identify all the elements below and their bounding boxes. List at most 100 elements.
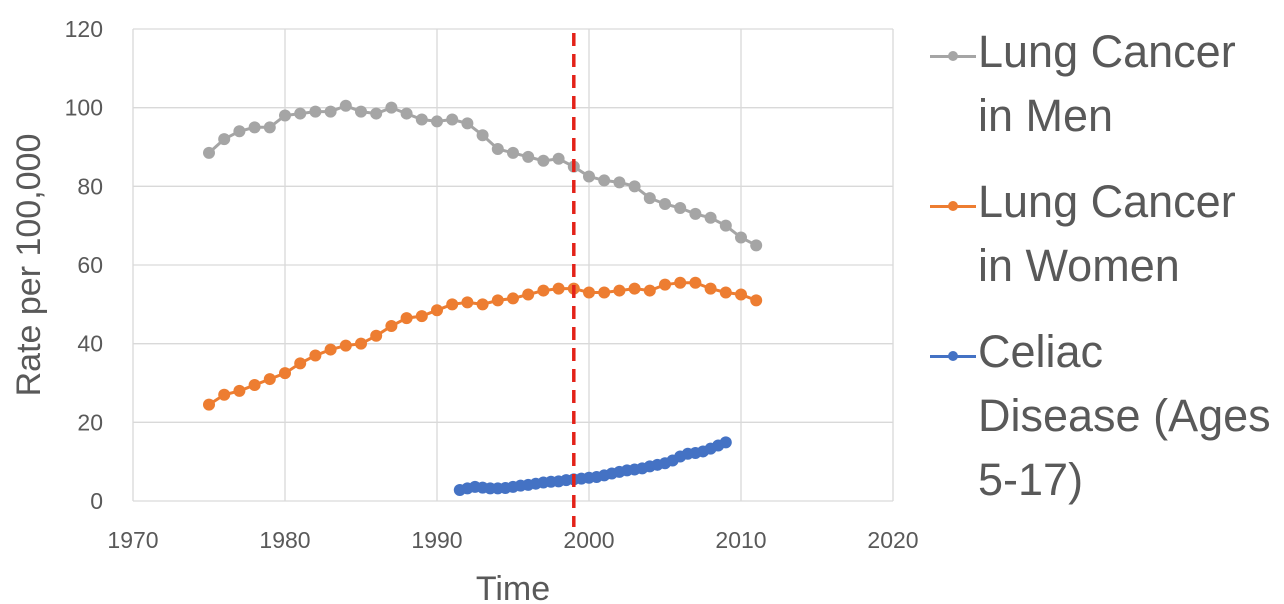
data-point [431, 304, 443, 317]
data-point [218, 388, 231, 401]
data-point [233, 384, 246, 397]
data-point [476, 298, 489, 311]
legend-marker-icon [930, 50, 976, 62]
y-tick-label: 120 [65, 16, 103, 42]
data-point [339, 339, 352, 352]
data-point [415, 113, 428, 126]
legend-item-lung-cancer-men: Lung Cancer in Men [930, 20, 1280, 148]
x-tick-label: 1990 [411, 527, 462, 553]
data-point [583, 170, 595, 183]
x-tick-label: 1970 [107, 527, 158, 553]
legend-label: Lung Cancer in Men [978, 26, 1236, 141]
data-point [674, 276, 687, 289]
data-point [294, 357, 307, 370]
data-point [719, 286, 732, 299]
data-point [203, 398, 215, 411]
series-2 [453, 436, 732, 496]
y-tick-label: 20 [77, 409, 103, 435]
data-point [613, 284, 626, 297]
data-point [507, 292, 519, 305]
data-point [370, 329, 383, 342]
data-point [659, 278, 671, 291]
data-point [248, 378, 261, 391]
gridlines [132, 28, 894, 502]
data-point [461, 296, 474, 309]
data-point [279, 367, 291, 380]
data-point [233, 125, 246, 138]
data-point [522, 150, 535, 163]
data-point [324, 343, 337, 356]
data-point [370, 107, 383, 120]
data-point [598, 286, 611, 299]
data-point [552, 282, 565, 295]
legend-marker-icon [930, 200, 976, 212]
data-point [689, 207, 702, 220]
data-point [643, 192, 656, 205]
data-point [218, 133, 231, 146]
data-point [355, 105, 367, 118]
data-point [719, 219, 732, 232]
data-point [446, 298, 459, 311]
y-tick-label: 100 [65, 95, 103, 121]
x-tick-label: 2020 [867, 527, 918, 553]
data-point [704, 211, 717, 224]
y-axis-title: Rate per 100,000 [10, 134, 48, 397]
data-point [507, 146, 519, 159]
data-point [628, 180, 641, 193]
y-tick-label: 60 [77, 252, 103, 278]
data-point [643, 284, 656, 297]
data-point [750, 294, 763, 307]
x-tick-label: 1980 [259, 527, 310, 553]
x-tick-label: 2000 [563, 527, 614, 553]
data-point [339, 99, 352, 112]
y-tick-label: 40 [77, 331, 103, 357]
data-point [537, 154, 550, 167]
data-point [355, 337, 367, 350]
data-point [719, 436, 732, 449]
data-point [735, 288, 747, 301]
data-point [537, 284, 550, 297]
legend-label: Lung Cancer in Women [978, 176, 1236, 291]
data-point [203, 146, 215, 159]
data-point [659, 198, 671, 211]
series-line [207, 104, 757, 247]
y-tick-label: 0 [90, 488, 103, 514]
x-axis-ticks: 1970 1980 1990 2000 2010 2020 [107, 527, 918, 553]
series-1 [203, 276, 763, 411]
data-point [431, 115, 443, 128]
data-point [491, 294, 504, 307]
legend-label: Celiac Disease (Ages 5-17) [978, 326, 1271, 505]
data-point [750, 239, 763, 252]
data-point [279, 109, 291, 122]
data-point [415, 310, 428, 323]
data-point [400, 312, 413, 325]
legend-marker-icon [930, 350, 976, 362]
data-point [704, 282, 717, 295]
data-point [385, 319, 398, 332]
series-group [203, 99, 763, 496]
data-point [476, 129, 489, 142]
data-point [689, 276, 702, 289]
data-point [385, 101, 398, 114]
data-point [613, 176, 626, 189]
data-point [491, 142, 504, 155]
y-axis-ticks: 0 20 40 60 80 100 120 [65, 16, 103, 514]
x-axis-title: Time [476, 570, 550, 604]
data-point [294, 107, 307, 120]
data-point [461, 117, 474, 130]
data-point [309, 105, 322, 118]
data-point [248, 121, 261, 134]
legend-item-lung-cancer-women: Lung Cancer in Women [930, 170, 1280, 298]
legend-item-celiac-disease: Celiac Disease (Ages 5-17) [930, 320, 1280, 512]
data-point [552, 152, 565, 165]
data-point [446, 113, 459, 126]
data-point [583, 286, 595, 299]
y-tick-label: 80 [77, 173, 103, 199]
data-point [735, 231, 747, 244]
data-point [263, 373, 276, 386]
data-point [674, 201, 687, 214]
data-point [324, 105, 337, 118]
data-point [400, 107, 413, 120]
data-point [263, 121, 276, 134]
